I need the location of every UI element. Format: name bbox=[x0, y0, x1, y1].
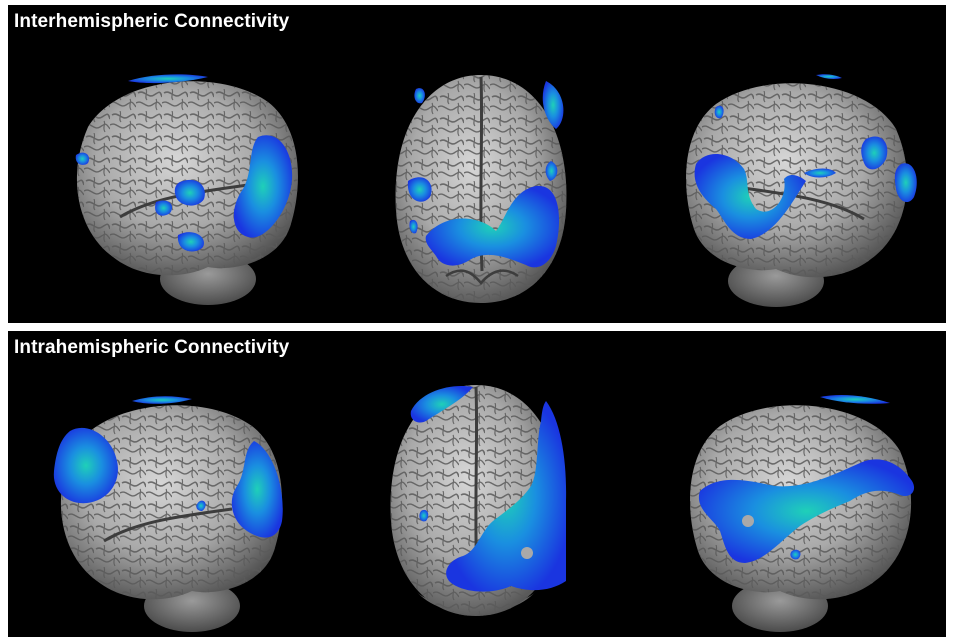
activation-blob bbox=[174, 179, 205, 206]
activation-blob bbox=[155, 200, 173, 216]
panel-title: Intrahemispheric Connectivity bbox=[14, 337, 290, 358]
activation-blob bbox=[407, 177, 432, 202]
activation-blob bbox=[894, 163, 917, 203]
activation-blob bbox=[816, 74, 842, 79]
activation-blob bbox=[790, 549, 801, 560]
activation-blob bbox=[128, 74, 208, 84]
activation-blob bbox=[53, 427, 118, 504]
interhemispheric-panel: Interhemispheric Connectivity bbox=[8, 5, 946, 323]
activation-hole bbox=[742, 515, 754, 527]
activation-blob bbox=[409, 219, 418, 234]
brain-posterior-view bbox=[390, 385, 567, 616]
activation-blob bbox=[231, 441, 283, 538]
activation-blob bbox=[446, 401, 567, 592]
activation-blob bbox=[698, 459, 915, 563]
activation-blob bbox=[820, 395, 890, 404]
occipital-notch bbox=[445, 269, 519, 285]
activation-blob bbox=[861, 136, 888, 170]
activation-blob bbox=[132, 396, 192, 404]
activation-blob bbox=[714, 105, 724, 119]
brain-left-lateral-view bbox=[75, 74, 298, 305]
activation-blob bbox=[410, 386, 473, 423]
activation-blob bbox=[75, 152, 90, 165]
activation-blob bbox=[196, 500, 206, 511]
activation-hole bbox=[521, 547, 533, 559]
brain-right-lateral-view bbox=[690, 395, 915, 632]
activation-blob bbox=[419, 509, 429, 522]
sylvian-fissure bbox=[103, 507, 233, 543]
brain-posterior-view bbox=[395, 75, 567, 303]
brain-left-lateral-view bbox=[53, 396, 283, 632]
sylvian-fissure bbox=[735, 185, 865, 221]
activation-blob bbox=[804, 168, 836, 178]
intrahemispheric-panel: Intrahemispheric Connectivity bbox=[8, 331, 946, 637]
panel-title: Interhemispheric Connectivity bbox=[14, 11, 290, 32]
activation-blob bbox=[233, 135, 293, 238]
activation-blob bbox=[414, 88, 425, 104]
activation-blob bbox=[177, 232, 204, 252]
activation-blob bbox=[545, 161, 558, 181]
activation-blob bbox=[542, 81, 564, 129]
brain-right-lateral-view bbox=[686, 74, 917, 307]
activation-blob bbox=[694, 153, 806, 239]
activation-blob bbox=[425, 185, 560, 268]
